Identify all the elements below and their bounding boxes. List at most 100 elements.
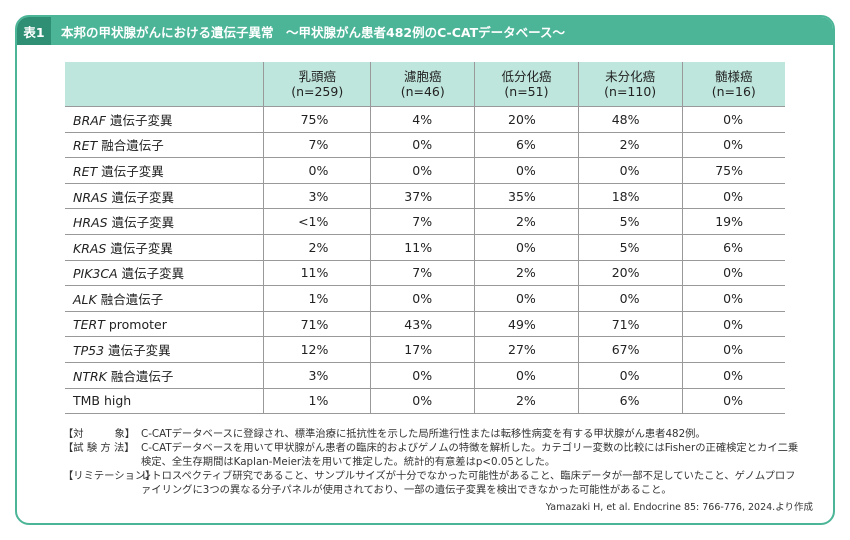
label: 遺伝子変異	[110, 112, 173, 128]
row: ALK 融合遺伝子 1% 0% 0% 0% 0%	[65, 285, 785, 312]
row-label: RET 融合遺伝子	[65, 131, 264, 158]
gene: BRAF	[73, 112, 107, 128]
cell: 0%	[681, 285, 785, 312]
row-label: NRAS 遺伝子変異	[65, 182, 264, 209]
cell: 7%	[262, 131, 371, 158]
row: NTRK 融合遺伝子 3% 0% 0% 0% 0%	[65, 361, 785, 389]
cell: 0%	[577, 361, 682, 389]
cell: 7%	[370, 208, 475, 235]
row-label: TMB high	[65, 387, 264, 415]
label: promoter	[108, 316, 167, 332]
cell: 6%	[681, 233, 785, 261]
gene: KRAS	[73, 240, 107, 256]
gene: ALK	[73, 291, 97, 307]
gene: NTRK	[73, 368, 107, 384]
cell: 67%	[577, 336, 682, 363]
cell: 0%	[474, 285, 579, 312]
label: 遺伝子変異	[111, 189, 175, 205]
cell: 3%	[262, 361, 371, 389]
cell: 2%	[262, 233, 371, 261]
cell: 71%	[577, 310, 682, 337]
cell: 27%	[474, 336, 579, 363]
cell: 6%	[577, 387, 682, 415]
row-label: TP53 遺伝子変異	[65, 336, 264, 363]
cell: 7%	[370, 259, 475, 286]
cell: 49%	[474, 310, 579, 337]
gene: TERT	[73, 316, 105, 332]
column-header: 未分化癌 (n=110)	[577, 62, 682, 107]
row: HRAS 遺伝子変異 <1% 7% 2% 5% 19%	[65, 208, 785, 235]
column-header: 濾胞癌 (n=46)	[370, 62, 475, 107]
row-label: PIK3CA 遺伝子変異	[65, 259, 264, 286]
row-label: HRAS 遺伝子変異	[65, 208, 264, 235]
note: 【対 象】 C-CATデータベースに登録され、標準治療に抵抗性を示した局所進行性ま…	[63, 427, 803, 441]
label: 遺伝子変異	[111, 215, 175, 231]
column-name: 未分化癌	[605, 69, 656, 84]
gene: PIK3CA	[73, 266, 118, 282]
row-label: KRAS 遺伝子変異	[65, 233, 264, 261]
label: TMB high	[73, 393, 132, 409]
cell: 0%	[681, 106, 785, 133]
label: 遺伝子変異	[101, 163, 164, 179]
header-row: 乳頭癌 (n=259) 濾胞癌 (n=46) 低分化癌 (n=51) 未分化癌 (n=110)…	[65, 62, 785, 107]
cell: 0%	[474, 361, 579, 389]
column-n: (n=110)	[604, 84, 657, 99]
label: 融合遺伝子	[110, 368, 174, 384]
column-name: 髄様癌	[714, 69, 753, 84]
note-text: レトロスペクティブ研究であること、サンプルサイズが十分でなかった可能性があること…	[141, 470, 796, 496]
row: RET 遺伝子変異 0% 0% 0% 0% 75%	[65, 157, 785, 184]
cell: 11%	[262, 259, 371, 286]
header: 表1 本邦の甲状腺がんにおける遺伝子異常 ～甲状腺がん患者482例のC-CATデー…	[17, 17, 833, 45]
column-n: (n=259)	[291, 84, 344, 99]
cell: 2%	[577, 131, 682, 158]
cell: 0%	[370, 131, 475, 158]
row-label: RET 遺伝子変異	[65, 157, 264, 184]
cell: 5%	[577, 208, 682, 235]
gene: TP53	[73, 343, 105, 359]
cell: 35%	[474, 182, 579, 209]
table-tag: 表1	[17, 17, 51, 45]
notes: 【対 象】 C-CATデータベースに登録され、標準治療に抵抗性を示した局所進行性ま…	[63, 427, 803, 497]
cell: 0%	[577, 285, 682, 312]
cell: 2%	[474, 259, 579, 286]
cell: 0%	[474, 233, 579, 261]
row-label: NTRK 融合遺伝子	[65, 361, 264, 389]
cell: 0%	[681, 361, 785, 389]
cell: 71%	[262, 310, 371, 337]
cell: 0%	[681, 387, 785, 415]
column-header: 髄様癌 (n=16)	[681, 62, 785, 107]
column-n: (n=51)	[504, 84, 549, 99]
gene: RET	[73, 138, 98, 154]
row: PIK3CA 遺伝子変異 11% 7% 2% 20% 0%	[65, 259, 785, 286]
row-label: ALK 融合遺伝子	[65, 285, 264, 312]
cell: 0%	[370, 157, 475, 184]
column-n: (n=16)	[711, 84, 756, 99]
column-name: 濾胞癌	[403, 69, 442, 84]
label: 遺伝子変異	[108, 343, 171, 359]
cell: 0%	[370, 285, 475, 312]
cell: 0%	[370, 387, 475, 415]
column-name: 低分化癌	[501, 69, 552, 84]
cell: 2%	[474, 387, 579, 415]
note-label: 【試 験 方 法】	[63, 442, 135, 454]
cell: 17%	[370, 336, 475, 363]
source: Yamazaki H, et al. Endocrine 85: 766-776…	[545, 502, 813, 513]
cell: 0%	[681, 182, 785, 209]
title: 本邦の甲状腺がんにおける遺伝子異常 ～甲状腺がん患者482例のC-CATデータベ…	[61, 24, 566, 40]
cell: 75%	[681, 157, 785, 184]
frame: 表1 本邦の甲状腺がんにおける遺伝子異常 ～甲状腺がん患者482例のC-CATデー…	[15, 15, 835, 525]
label: 融合遺伝子	[101, 138, 164, 154]
cell: 48%	[577, 106, 682, 133]
cell: 0%	[681, 336, 785, 363]
cell: 2%	[474, 208, 579, 235]
row: BRAF 遺伝子変異 75% 4% 20% 48% 0%	[65, 106, 785, 133]
cell: <1%	[262, 208, 371, 235]
column-n: (n=46)	[400, 84, 445, 99]
cell: 0%	[577, 157, 682, 184]
cell: 6%	[474, 131, 579, 158]
cell: 12%	[262, 336, 371, 363]
row: TP53 遺伝子変異 12% 17% 27% 67% 0%	[65, 336, 785, 363]
note-text: C-CATデータベースに登録され、標準治療に抵抗性を示した局所進行性または転移性…	[141, 428, 706, 440]
gene: RET	[73, 163, 98, 179]
